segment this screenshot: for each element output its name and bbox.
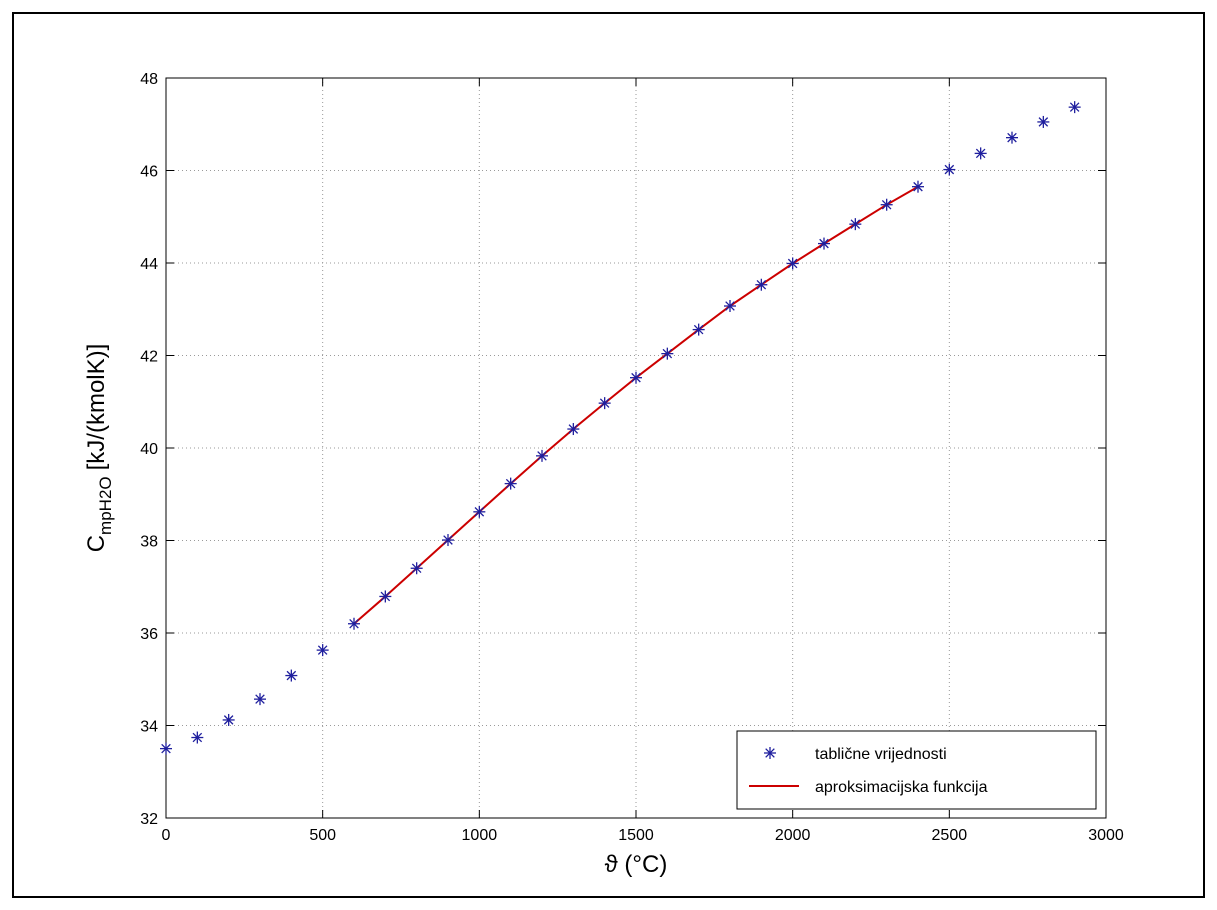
data-point (1037, 115, 1050, 128)
y-axis-label-subscript: mpH2O (96, 476, 115, 535)
data-point (630, 371, 642, 384)
x-tick-label: 500 (309, 827, 336, 844)
data-point (473, 505, 486, 518)
legend-marker-symbol (764, 747, 776, 759)
grid (166, 78, 1106, 818)
data-point (504, 477, 517, 490)
y-tick-label: 46 (140, 164, 158, 181)
y-axis-label: CmpH2O [kJ/(kmolK)] (83, 344, 115, 553)
data-point (786, 257, 799, 270)
y-axis-label-main: C (83, 535, 110, 552)
data-point (912, 180, 924, 193)
data-point (755, 278, 768, 291)
data-point (1068, 101, 1081, 114)
y-axis-label-unit: [kJ/(kmolK)] (83, 344, 110, 471)
data-point (974, 147, 987, 160)
data-point (254, 693, 266, 706)
y-tick-label: 44 (140, 256, 158, 273)
data-point (348, 617, 360, 630)
data-point (191, 731, 204, 744)
x-tick-label: 2500 (932, 827, 968, 844)
data-point (222, 713, 235, 726)
data-point (598, 397, 611, 410)
x-tick-label: 0 (162, 827, 171, 844)
legend: tablične vrijednosti aproksimacijska fun… (736, 730, 1097, 810)
legend-box (736, 730, 1097, 810)
y-tick-label: 38 (140, 534, 158, 551)
data-point (410, 562, 423, 575)
data-point (724, 300, 736, 313)
x-tick-label: 1500 (618, 827, 654, 844)
data-point (849, 218, 862, 231)
y-tick-label: 48 (140, 71, 158, 88)
data-point (661, 347, 674, 360)
x-tick-label: 1000 (462, 827, 498, 844)
x-tick-label: 2000 (775, 827, 811, 844)
legend-asterisk (764, 747, 776, 759)
data-point (160, 742, 172, 755)
data-point (943, 163, 956, 176)
data-point (536, 449, 548, 462)
data-point (442, 534, 454, 547)
data-point (285, 669, 298, 682)
legend-entry-line: aproksimacijska funkcija (815, 779, 988, 796)
data-point (818, 237, 830, 250)
y-tick-label: 36 (140, 626, 158, 643)
data-point (379, 590, 392, 603)
data-point (692, 323, 705, 336)
legend-entry-markers: tablične vrijednosti (815, 746, 947, 763)
data-point (316, 644, 329, 657)
x-axis-label: ϑ (°C) (605, 851, 668, 878)
y-tick-label: 34 (140, 719, 158, 736)
y-tick-label: 32 (140, 811, 158, 828)
axis-ticks: 0 500 1000 1500 2000 2500 3000 32 34 36 38 40 42 44 46… (140, 71, 1124, 844)
y-tick-label: 42 (140, 349, 158, 366)
x-tick-label: 3000 (1088, 827, 1124, 844)
y-tick-label: 40 (140, 441, 158, 458)
marker-layer (160, 101, 1081, 755)
data-point (1006, 131, 1018, 144)
data-point (567, 423, 580, 436)
data-point (880, 198, 893, 211)
